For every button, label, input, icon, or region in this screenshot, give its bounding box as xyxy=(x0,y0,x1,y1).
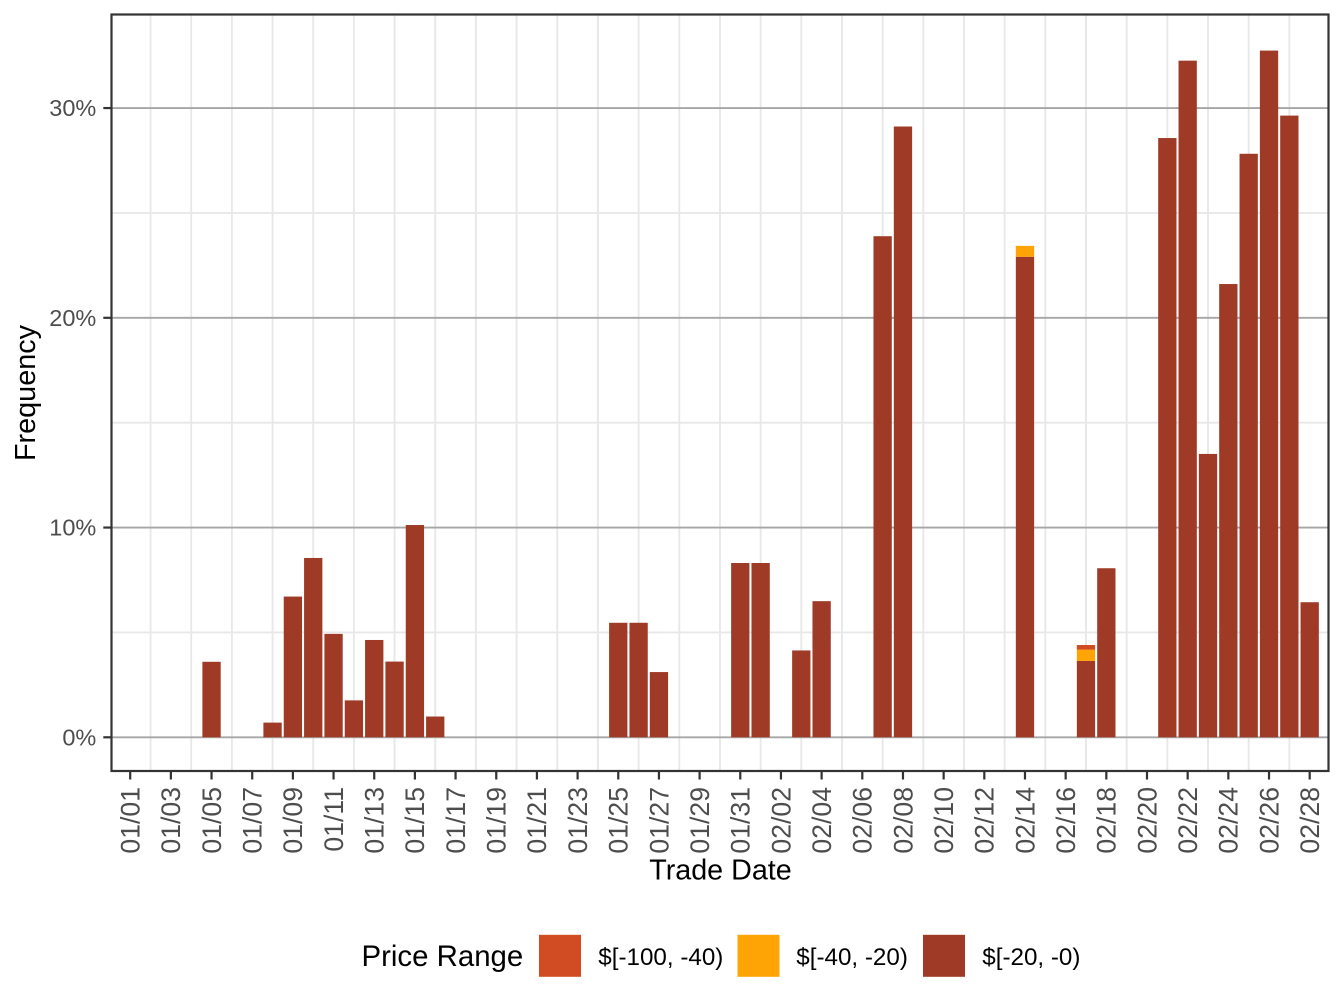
svg-text:$[-40, -20): $[-40, -20) xyxy=(796,944,908,971)
svg-text:01/25: 01/25 xyxy=(604,787,634,854)
svg-text:02/28: 02/28 xyxy=(1295,787,1325,854)
svg-text:10%: 10% xyxy=(49,515,96,541)
svg-text:02/20: 02/20 xyxy=(1132,787,1162,854)
svg-text:02/22: 02/22 xyxy=(1173,787,1203,854)
svg-text:30%: 30% xyxy=(49,95,96,121)
svg-text:01/29: 01/29 xyxy=(685,787,715,854)
svg-text:$[-100, -40): $[-100, -40) xyxy=(598,944,723,971)
svg-text:20%: 20% xyxy=(49,305,96,331)
svg-text:02/24: 02/24 xyxy=(1214,787,1244,854)
svg-text:02/16: 02/16 xyxy=(1051,787,1081,854)
svg-text:02/06: 02/06 xyxy=(848,787,878,854)
svg-text:02/12: 02/12 xyxy=(970,787,1000,854)
svg-text:02/10: 02/10 xyxy=(929,787,959,854)
svg-text:02/08: 02/08 xyxy=(888,787,918,854)
svg-text:$[-20, -0): $[-20, -0) xyxy=(982,944,1080,971)
svg-text:02/18: 02/18 xyxy=(1092,787,1122,854)
svg-text:01/09: 01/09 xyxy=(278,787,308,854)
svg-text:01/07: 01/07 xyxy=(238,787,268,854)
svg-text:01/15: 01/15 xyxy=(400,787,430,854)
svg-text:01/01: 01/01 xyxy=(116,787,146,854)
svg-text:01/11: 01/11 xyxy=(319,787,349,852)
svg-text:01/23: 01/23 xyxy=(563,787,593,854)
svg-text:01/13: 01/13 xyxy=(360,787,390,854)
svg-text:01/03: 01/03 xyxy=(156,787,186,854)
svg-text:Frequency: Frequency xyxy=(10,324,42,461)
svg-text:02/26: 02/26 xyxy=(1254,787,1284,854)
svg-text:Price Range: Price Range xyxy=(362,940,524,973)
svg-text:01/21: 01/21 xyxy=(522,787,552,854)
svg-text:01/31: 01/31 xyxy=(726,787,756,854)
svg-text:01/17: 01/17 xyxy=(441,787,471,854)
svg-text:02/04: 02/04 xyxy=(807,787,837,854)
svg-text:0%: 0% xyxy=(62,724,96,750)
svg-text:01/05: 01/05 xyxy=(197,787,227,854)
svg-text:02/14: 02/14 xyxy=(1010,787,1040,854)
svg-text:01/19: 01/19 xyxy=(482,787,512,854)
svg-text:02/02: 02/02 xyxy=(766,787,796,854)
svg-text:Trade Date: Trade Date xyxy=(649,855,791,887)
svg-text:01/27: 01/27 xyxy=(644,787,674,854)
